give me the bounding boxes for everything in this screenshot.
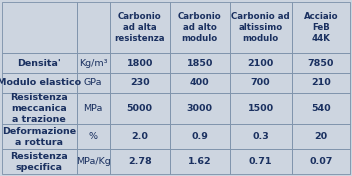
Bar (2, 73, 77, 93)
Bar (77, 93, 110, 124)
Bar (77, 2, 110, 53)
Text: Densita': Densita' (17, 59, 61, 68)
Bar (230, 124, 292, 149)
Text: 1800: 1800 (127, 59, 153, 68)
Text: 3000: 3000 (187, 104, 213, 113)
Bar (292, 93, 350, 124)
Bar (77, 149, 110, 174)
Text: MPa: MPa (83, 104, 103, 113)
Text: Acciaio
FeB
44K: Acciaio FeB 44K (304, 12, 338, 43)
Bar (77, 53, 110, 73)
Bar (292, 73, 350, 93)
Text: 0.71: 0.71 (249, 157, 272, 166)
Bar (170, 149, 230, 174)
Text: %: % (89, 132, 98, 141)
Bar (110, 149, 170, 174)
Text: 0.3: 0.3 (252, 132, 269, 141)
Text: Deformazione
a rottura: Deformazione a rottura (2, 127, 76, 147)
Text: 1850: 1850 (187, 59, 213, 68)
Bar (110, 93, 170, 124)
Bar (230, 93, 292, 124)
Text: Carbonio
ad alta
resistenza: Carbonio ad alta resistenza (114, 12, 165, 43)
Bar (230, 2, 292, 53)
Bar (110, 73, 170, 93)
Bar (2, 53, 77, 73)
Bar (2, 2, 77, 53)
Bar (170, 53, 230, 73)
Bar (2, 124, 77, 149)
Bar (292, 2, 350, 53)
Text: Kg/m³: Kg/m³ (79, 59, 107, 68)
Text: Resistenza
specifica: Resistenza specifica (10, 152, 68, 172)
Bar (292, 149, 350, 174)
Bar (170, 93, 230, 124)
Bar (110, 2, 170, 53)
Text: 210: 210 (311, 78, 331, 87)
Text: 20: 20 (314, 132, 327, 141)
Bar (170, 73, 230, 93)
Text: 230: 230 (130, 78, 150, 87)
Bar (77, 124, 110, 149)
Text: 700: 700 (251, 78, 270, 87)
Text: MPa/Kg: MPa/Kg (76, 157, 111, 166)
Bar (2, 93, 77, 124)
Bar (292, 53, 350, 73)
Text: 1500: 1500 (247, 104, 274, 113)
Bar (110, 53, 170, 73)
Text: GPa: GPa (84, 78, 102, 87)
Text: Resistenza
meccanica
a trazione: Resistenza meccanica a trazione (10, 93, 68, 124)
Bar (77, 73, 110, 93)
Bar (230, 53, 292, 73)
Text: 0.07: 0.07 (309, 157, 333, 166)
Bar (170, 124, 230, 149)
Text: Modulo elastico: Modulo elastico (0, 78, 81, 87)
Bar (2, 149, 77, 174)
Text: 540: 540 (311, 104, 331, 113)
Text: 2.0: 2.0 (131, 132, 148, 141)
Text: 7850: 7850 (308, 59, 334, 68)
Bar (230, 73, 292, 93)
Text: 0.9: 0.9 (191, 132, 208, 141)
Text: 400: 400 (190, 78, 209, 87)
Bar (170, 2, 230, 53)
Bar (292, 124, 350, 149)
Bar (230, 149, 292, 174)
Text: 2100: 2100 (247, 59, 274, 68)
Text: 5000: 5000 (127, 104, 153, 113)
Bar (110, 124, 170, 149)
Text: 2.78: 2.78 (128, 157, 152, 166)
Text: Carbonio
ad alto
modulo: Carbonio ad alto modulo (178, 12, 221, 43)
Text: 1.62: 1.62 (188, 157, 212, 166)
Text: Carbonio ad
altissimo
modulo: Carbonio ad altissimo modulo (231, 12, 290, 43)
